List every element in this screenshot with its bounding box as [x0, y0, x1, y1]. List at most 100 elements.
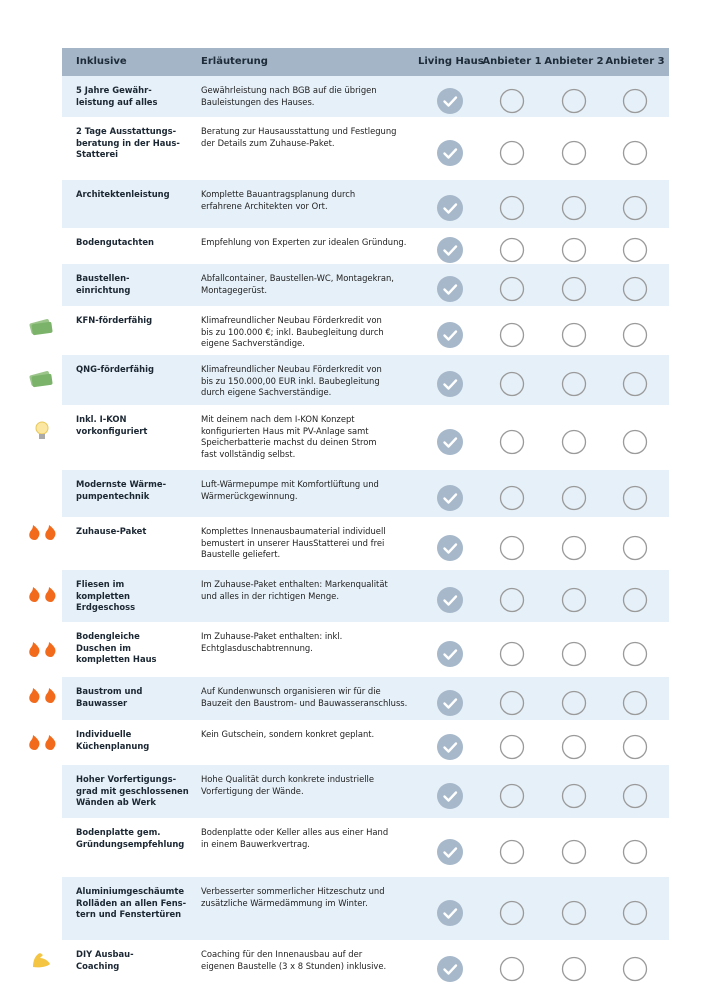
table-row: Baustrom und Bauwasser Auf Kundenwunsch o…	[62, 677, 669, 720]
check-empty	[499, 535, 525, 560]
row-label: Bodengleiche Duschen im kompletten Haus	[76, 631, 157, 664]
fire-icon	[29, 735, 56, 750]
row-description: Empfehlung von Experten zur idealen Grün…	[201, 237, 407, 247]
row-description: Komplette Bauantragsplanung durch erfahr…	[201, 189, 356, 211]
check-filled	[437, 838, 463, 865]
check-filled	[437, 587, 463, 613]
check-empty	[499, 88, 525, 113]
check-empty	[622, 88, 648, 113]
check-empty	[561, 485, 587, 510]
row-description: Abfallcontainer, Baustellen-WC, Montagek…	[201, 273, 394, 295]
check-filled	[437, 484, 463, 511]
check-empty	[499, 956, 525, 982]
table-row: Zuhause-Paket Komplettes Innenausbaumater…	[62, 517, 669, 570]
check-empty	[622, 371, 648, 397]
table-header: Inklusive Erläuterung Living Haus Anbiete…	[62, 48, 669, 76]
check-filled	[437, 276, 463, 302]
table-row: Hoher Vorfertigungs- grad mit geschlosse…	[62, 765, 669, 818]
check-empty	[499, 485, 525, 510]
row-description: Verbesserter sommerlicher Hitzeschutz un…	[201, 886, 385, 908]
row-label: Hoher Vorfertigungs- grad mit geschlosse…	[76, 774, 189, 807]
header-cell: Anbieter 1	[482, 56, 542, 67]
check-empty	[622, 690, 648, 715]
check-empty	[499, 276, 525, 302]
check-empty	[622, 641, 648, 666]
table-row: Modernste Wärme- pumpentechnik Luft-Wärme…	[62, 470, 669, 517]
row-label: KFN-förderfähig	[76, 315, 153, 325]
check-filled	[437, 195, 463, 221]
row-description: Bodenplatte oder Keller alles aus einer …	[201, 827, 389, 849]
check-empty	[622, 839, 648, 864]
check-filled	[437, 237, 463, 263]
money-icon	[29, 319, 53, 336]
check-empty	[499, 140, 525, 165]
row-description: Gewährleistung nach BGB auf die übrigen …	[201, 85, 377, 107]
check-empty	[561, 535, 587, 560]
table-row: Fliesen im kompletten Erdgeschoss Im Zuha…	[62, 570, 669, 622]
money-icon	[29, 371, 53, 388]
row-description: Im Zuhause-Paket enthalten: inkl. Echtgl…	[201, 631, 343, 653]
check-empty	[622, 429, 648, 454]
row-label: Modernste Wärme- pumpentechnik	[76, 479, 167, 501]
check-empty	[561, 783, 587, 808]
row-label: Bodengutachten	[76, 237, 154, 247]
check-filled	[437, 956, 463, 982]
check-empty	[499, 322, 525, 347]
header-cell: Anbieter 3	[605, 56, 665, 67]
check-empty	[622, 485, 648, 510]
biceps-icon	[33, 953, 50, 968]
check-empty	[622, 900, 648, 925]
row-description: Beratung zur Hausausstattung und Festleg…	[201, 126, 397, 148]
header-cell: Erläuterung	[201, 56, 268, 67]
check-empty	[561, 371, 587, 397]
table-row: 5 Jahre Gewähr- leistung auf alles Gewähr…	[62, 76, 669, 117]
row-label: Bodenplatte gem. Gründungsempfehlung	[76, 827, 185, 849]
bulb-icon	[35, 421, 49, 439]
check-filled	[437, 321, 463, 348]
check-empty	[499, 371, 525, 397]
row-description: Im Zuhause-Paket enthalten: Markenqualit…	[201, 579, 388, 601]
row-label: QNG-förderfähig	[76, 364, 154, 374]
row-label: Architektenleistung	[76, 189, 170, 199]
header-cell: Inklusive	[76, 56, 127, 67]
check-empty	[561, 276, 587, 302]
check-empty	[561, 237, 587, 263]
table-row: Bodenplatte gem. Gründungsempfehlung Bode…	[62, 818, 669, 877]
table-row: 2 Tage Ausstattungs- beratung in der Hau…	[62, 117, 669, 180]
row-label: Baustellen- einrichtung	[76, 273, 131, 295]
check-empty	[622, 587, 648, 613]
row-description: Klimafreundlicher Neubau Förderkredit vo…	[201, 364, 382, 397]
row-label: Inkl. I-KON vorkonfiguriert	[76, 414, 148, 436]
row-label: Baustrom und Bauwasser	[76, 686, 143, 708]
check-empty	[499, 237, 525, 263]
check-empty	[561, 690, 587, 715]
check-empty	[499, 690, 525, 715]
row-label: Zuhause-Paket	[76, 526, 147, 536]
check-empty	[622, 140, 648, 165]
row-label: 2 Tage Ausstattungs- beratung in der Hau…	[76, 126, 180, 159]
check-empty	[499, 641, 525, 666]
row-label: Individuelle Küchenplanung	[76, 729, 150, 751]
check-empty	[622, 237, 648, 263]
table-row: Bodengutachten Empfehlung von Experten zu…	[62, 228, 669, 264]
check-empty	[561, 641, 587, 666]
header-cell: Living Haus	[418, 56, 484, 67]
check-filled	[437, 733, 463, 760]
row-label: Fliesen im kompletten Erdgeschoss	[76, 579, 136, 612]
fire-icon	[29, 587, 56, 602]
check-empty	[561, 88, 587, 113]
check-filled	[437, 899, 463, 926]
row-description: Kein Gutschein, sondern konkret geplant.	[201, 729, 375, 739]
check-filled	[437, 640, 463, 667]
row-description: Luft-Wärmepumpe mit Komfortlüftung und W…	[201, 479, 379, 501]
table-row: Individuelle Küchenplanung Kein Gutschein…	[62, 720, 669, 765]
check-filled	[437, 87, 463, 114]
row-description: Klimafreundlicher Neubau Förderkredit vo…	[201, 315, 384, 348]
table-row: DIY Ausbau- Coaching Coaching für den Inn…	[62, 940, 669, 990]
check-empty	[561, 956, 587, 982]
check-empty	[561, 587, 587, 613]
table-row: Baustellen- einrichtung Abfallcontainer, …	[62, 264, 669, 306]
table-row: Inkl. I-KON vorkonfiguriert Mit deinem na…	[62, 405, 669, 470]
header-cell: Anbieter 2	[544, 56, 604, 67]
